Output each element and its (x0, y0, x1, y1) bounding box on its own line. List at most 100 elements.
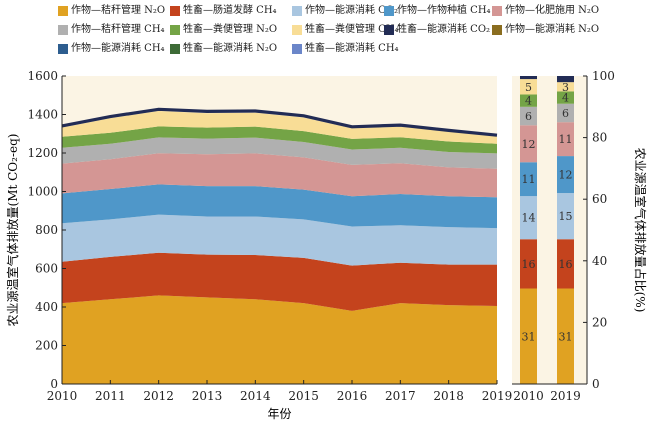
legend-item: 牲畜—粪便管理 CH₄ (292, 23, 399, 37)
bar-segment (520, 106, 537, 126)
x-tick-label: 2016 (337, 389, 368, 403)
x-axis-label: 年份 (267, 407, 291, 421)
legend-item: 牲畜—能源消耗 CO₂ (384, 23, 490, 37)
y-tick-label: 400 (35, 300, 58, 314)
bar-segment (520, 288, 537, 384)
bar-value-label: 5 (525, 81, 532, 94)
bar-segment (520, 196, 537, 240)
legend-label: 作物—能源消耗 CH₄ (71, 43, 165, 54)
stacked-bar-chart: 3116141112645201031161512116432019020406… (512, 69, 615, 403)
legend-label: 牲畜—肠道发酵 CH₄ (183, 5, 277, 16)
x-tick-label: 2010 (513, 389, 544, 403)
area-series (62, 252, 497, 311)
legend-swatch (384, 25, 394, 35)
legend-swatch (170, 6, 180, 16)
x-tick-label: 2015 (288, 389, 319, 403)
bar-value-label: 11 (559, 133, 573, 146)
legend-item: 作物—化肥施用 N₂O (492, 4, 599, 18)
y-tick-label: 1400 (27, 108, 58, 122)
bar-value-label: 4 (525, 95, 532, 108)
bar-y-tick-label: 100 (592, 69, 615, 83)
bar-segment (557, 82, 574, 92)
legend-swatch (292, 25, 302, 35)
bar-value-label: 16 (559, 258, 573, 271)
bar-y-tick-label: 40 (592, 254, 607, 268)
bar-value-label: 31 (559, 330, 573, 343)
x-tick-label: 2014 (240, 389, 271, 403)
legend-swatch (58, 25, 68, 35)
bar-segment (557, 193, 574, 240)
legend-label: 牲畜—能源消耗 CH₄ (305, 43, 399, 54)
bar-value-label: 11 (522, 173, 536, 186)
y-axis-label-left: 农业源温室气体排放量(Mt CO₂-eq) (5, 134, 20, 327)
legend-swatch (292, 44, 302, 54)
legend-swatch (58, 6, 68, 16)
legend-swatch (384, 6, 394, 16)
bar-segment (520, 162, 537, 197)
bar-segment (520, 125, 537, 163)
legend-item: 牲畜—能源消耗 CH₄ (292, 42, 399, 56)
legend-label: 作物—作物种植 CH₄ (397, 5, 491, 16)
area-series (62, 111, 497, 144)
chart-legend: 作物—秸秆管理 N₂O 牲畜—肠道发酵 CH₄ 作物—能源消耗 CO₂ 作物—作物种植… (58, 4, 648, 66)
legend-label: 牲畜—粪便管理 N₂O (183, 24, 278, 35)
bar-value-label: 16 (522, 258, 536, 271)
bar-segment (557, 91, 574, 104)
bar-y-tick-label: 20 (592, 315, 607, 329)
area-series (62, 126, 497, 154)
bar-value-label: 12 (559, 169, 573, 182)
stacked-area-chart: 0 200 400 600 800 1000 1200 1400 1600 2010 2011 201… (27, 69, 512, 403)
x-tick-label: 2017 (385, 389, 416, 403)
bar-segment (557, 103, 574, 123)
area-series (62, 153, 497, 198)
x-tick-label: 2018 (433, 389, 464, 403)
y-axis-label-right: 农业源温室气体排放量占比(%) (633, 148, 648, 313)
x-tick-label: 2012 (143, 389, 174, 403)
legend-swatch (492, 6, 502, 16)
y-tick-label: 600 (35, 262, 58, 276)
legend-label: 作物—秸秆管理 CH₄ (71, 24, 165, 35)
bar-value-label: 6 (525, 110, 532, 123)
bar-y-tick-label: 80 (592, 131, 607, 145)
legend-swatch (492, 25, 502, 35)
y-tick-label: 1000 (27, 185, 58, 199)
y-tick-label: 1600 (27, 69, 58, 83)
area-series (62, 295, 497, 384)
bar-value-label: 12 (522, 138, 536, 151)
legend-label: 牲畜—能源消耗 N₂O (183, 43, 278, 54)
bar-segment (520, 76, 537, 80)
bar-value-label: 31 (522, 330, 536, 343)
bar-segment (557, 239, 574, 289)
legend-swatch (170, 25, 180, 35)
bar-y-tick-label: 60 (592, 192, 607, 206)
legend-item: 作物—秸秆管理 CH₄ (58, 23, 165, 37)
y-tick-label: 0 (50, 377, 58, 391)
bar-segment (557, 288, 574, 384)
area-series (62, 184, 497, 229)
legend-item: 作物—能源消耗 CH₄ (58, 42, 165, 56)
y-tick-label: 1200 (27, 146, 58, 160)
legend-label: 牲畜—能源消耗 CO₂ (397, 24, 491, 35)
legend-item: 牲畜—肠道发酵 CH₄ (170, 4, 277, 18)
legend-label: 作物—化肥施用 N₂O (505, 5, 600, 16)
bar-segment (520, 239, 537, 289)
area-series (62, 137, 497, 169)
x-tick-label: 2011 (95, 389, 126, 403)
bar-value-label: 3 (562, 81, 569, 94)
bar-value-label: 15 (559, 210, 573, 223)
legend-swatch (58, 44, 68, 54)
bar-segment (557, 122, 574, 157)
legend-swatch (170, 44, 180, 54)
legend-item: 作物—作物种植 CH₄ (384, 4, 491, 18)
y-tick-label: 800 (35, 223, 58, 237)
x-tick-label: 2019 (482, 389, 513, 403)
legend-item: 作物—秸秆管理 N₂O (58, 4, 165, 18)
bar-value-label: 4 (562, 92, 569, 105)
bar-segment (557, 76, 574, 83)
legend-item: 作物—能源消耗 N₂O (492, 23, 599, 37)
bar-segment (520, 79, 537, 95)
area-series (61, 107, 498, 137)
bar-value-label: 14 (522, 212, 536, 225)
legend-label: 作物—秸秆管理 N₂O (71, 5, 166, 16)
